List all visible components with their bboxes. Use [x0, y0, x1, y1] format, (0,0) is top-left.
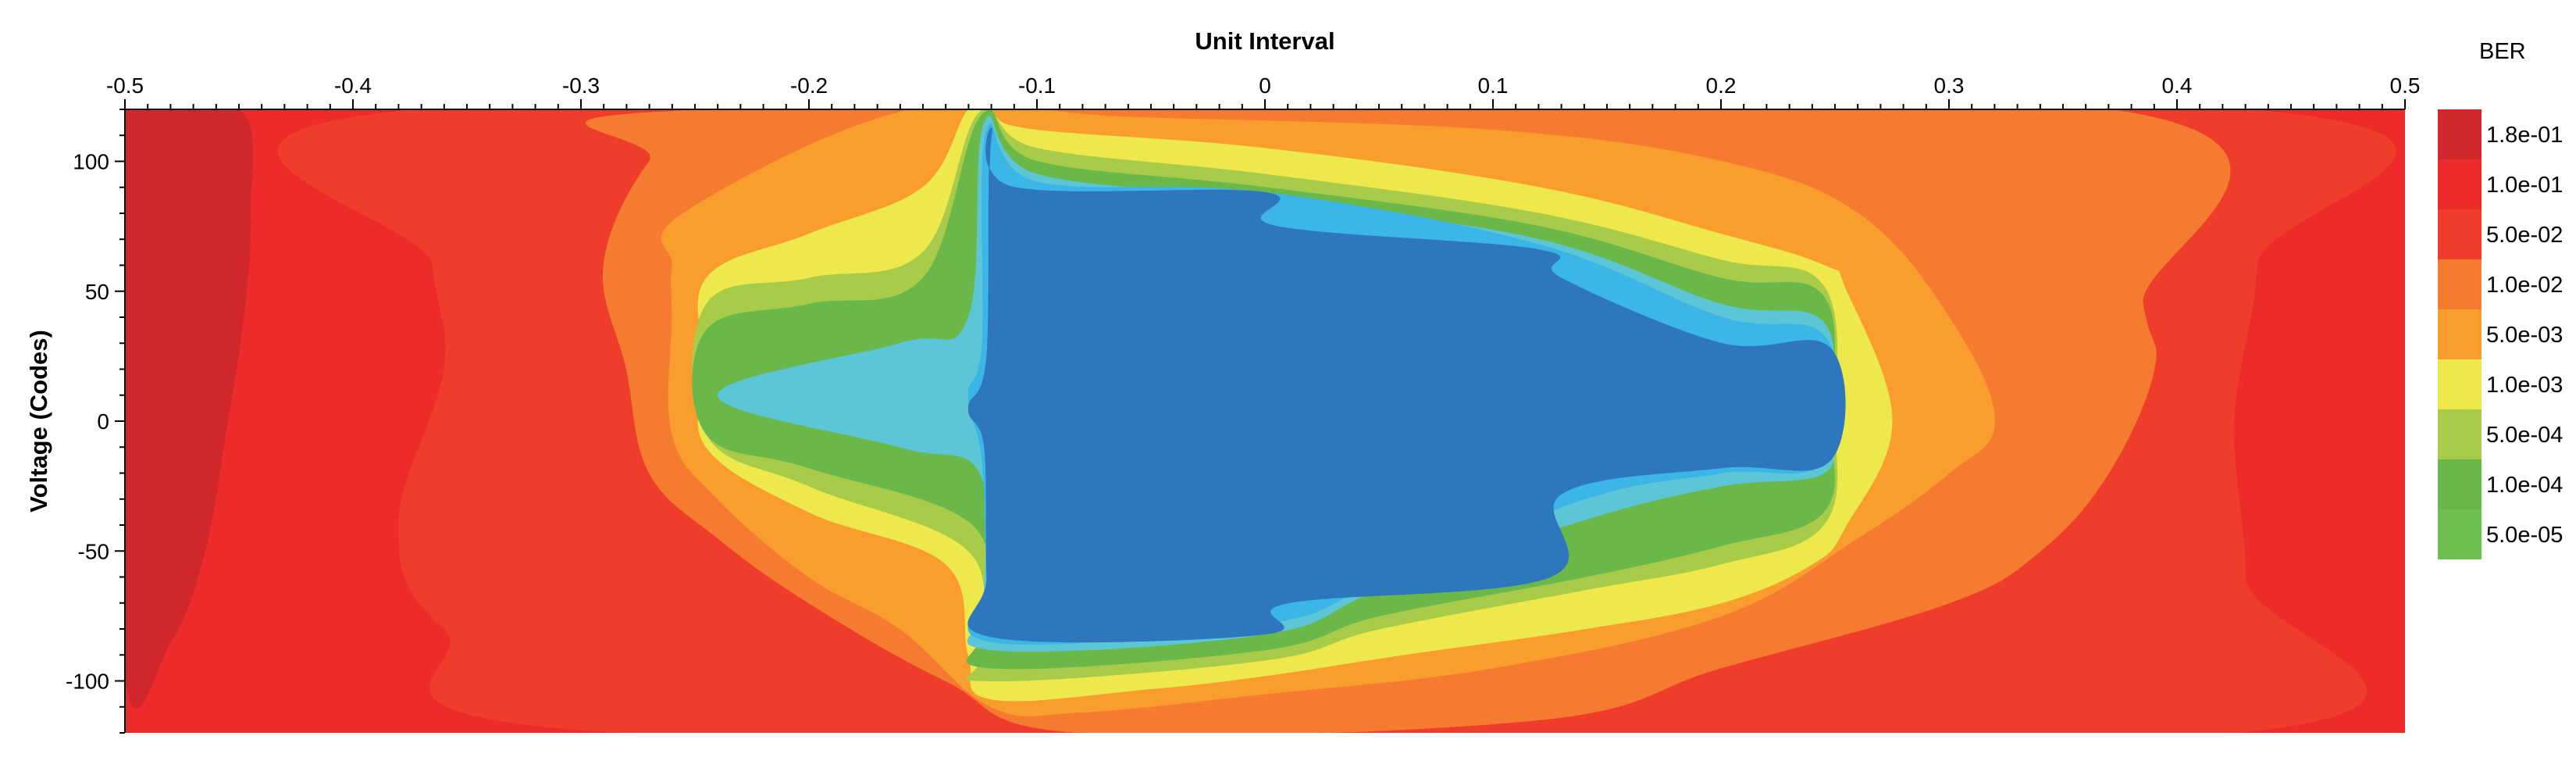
legend-label: 1.8e-01 — [2486, 123, 2563, 148]
contour-level-9 — [967, 127, 1846, 643]
plot-area — [125, 109, 2405, 733]
x-tick-label: 0.5 — [2390, 73, 2421, 98]
legend-swatch — [2438, 309, 2482, 359]
legend-label: 5.0e-05 — [2486, 523, 2563, 548]
x-tick-label: 0 — [1259, 73, 1271, 98]
legend-label: 1.0e-01 — [2486, 173, 2563, 198]
x-tick-label: 0.1 — [1478, 73, 1509, 98]
y-tick-label: 50 — [85, 280, 109, 304]
legend-swatch — [2438, 359, 2482, 409]
legend-label: 1.0e-04 — [2486, 473, 2563, 498]
x-tick-label: 0.4 — [2162, 73, 2193, 98]
axes: -0.5 -0.4 -0.3 -0.2 -0.1 0 0.1 0.2 0.3 0.4 0.5 100 5… — [66, 73, 2421, 734]
x-tick-label: -0.1 — [1018, 73, 1056, 98]
y-axis-label: Voltage (Codes) — [25, 330, 52, 513]
y-tick-label: -50 — [78, 539, 109, 563]
x-tick-label: 0.2 — [1706, 73, 1737, 98]
x-tick-label: -0.2 — [790, 73, 828, 98]
legend-swatch — [2438, 109, 2482, 159]
legend-swatch — [2438, 509, 2482, 559]
legend-label: 5.0e-02 — [2486, 223, 2563, 248]
y-tick-label: -100 — [66, 670, 109, 694]
x-tick-label: -0.3 — [562, 73, 600, 98]
legend-swatch — [2438, 209, 2482, 259]
legend-label: 5.0e-03 — [2486, 323, 2563, 348]
x-tick-label: -0.4 — [334, 73, 372, 98]
legend-label: 1.0e-03 — [2486, 373, 2563, 398]
legend: 1.8e-01 1.0e-01 5.0e-02 1.0e-02 5.0e-03 1.0e-… — [2438, 109, 2563, 559]
x-axis-label: Unit Interval — [1195, 27, 1334, 55]
x-tick-label: -0.5 — [106, 73, 144, 98]
contour-level-0 — [125, 109, 254, 709]
y-tick-label: 0 — [97, 409, 109, 434]
y-tick-label: 100 — [73, 150, 109, 174]
legend-title: BER — [2479, 39, 2526, 64]
legend-swatch — [2438, 159, 2482, 209]
legend-swatch — [2438, 409, 2482, 459]
legend-swatch — [2438, 459, 2482, 509]
legend-swatch — [2438, 259, 2482, 309]
x-tick-label: 0.3 — [1934, 73, 1965, 98]
legend-label: 5.0e-04 — [2486, 423, 2563, 448]
legend-label: 1.0e-02 — [2486, 273, 2563, 298]
